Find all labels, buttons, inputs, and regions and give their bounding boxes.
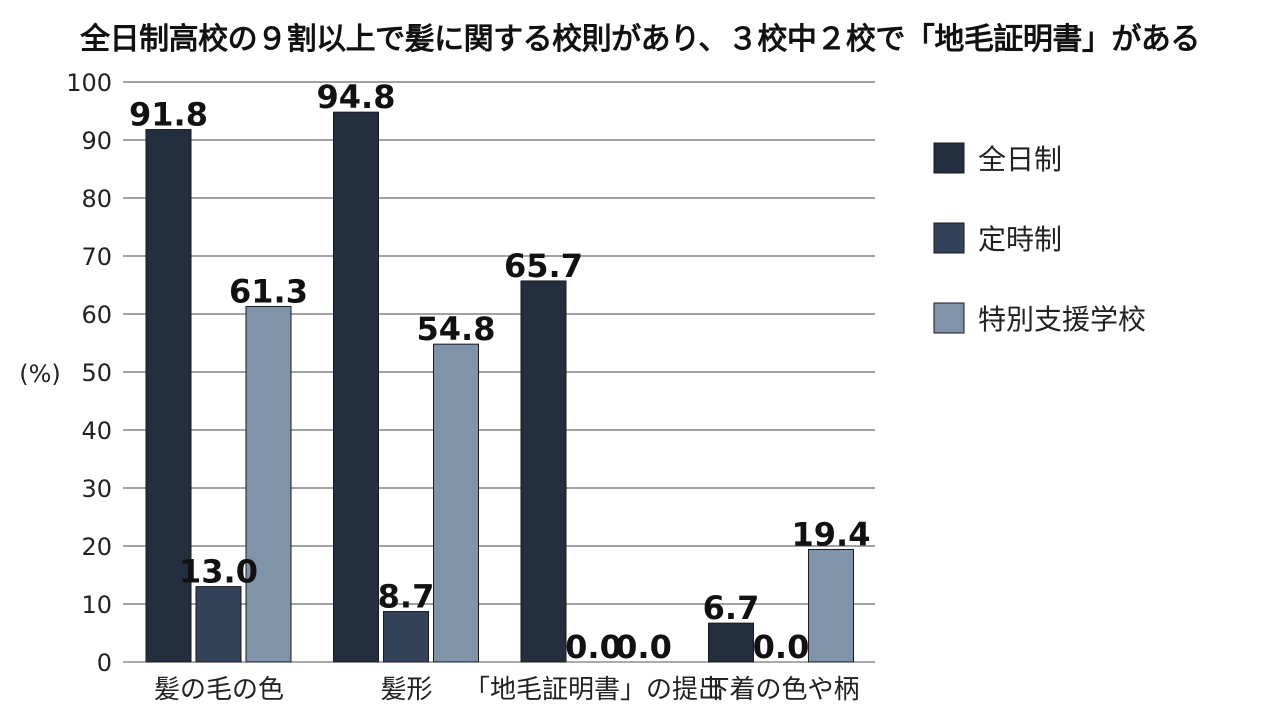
bar [808,548,854,663]
y-axis: 0 10 20 30 40 50 60 70 80 90 100 [66,69,112,677]
y-tick-label: 40 [81,417,112,445]
data-label: 0.0 [615,628,672,666]
data-label: 0.0 [565,628,622,666]
data-label: 0.0 [753,628,810,666]
x-category-label: 下着の色や柄 [703,675,859,705]
y-tick-label: 20 [81,533,112,561]
legend-swatch [933,302,965,334]
y-tick-label: 80 [81,185,112,213]
y-tick-label: 50 [81,359,112,387]
data-label: 54.8 [417,310,496,348]
legend-label: 特別支援学校 [978,303,1146,336]
bar [383,611,429,663]
data-label: 8.7 [378,578,435,616]
data-label: 94.8 [317,78,396,116]
y-tick-label: 90 [81,127,112,155]
bar [520,280,567,663]
x-category-label: 髪の毛の色 [154,675,284,705]
chart-title: 全日制高校の９割以上で髪に関する校則があり、３校中２校で「地毛証明書」がある [80,22,1200,57]
y-tick-label: 10 [81,591,112,619]
x-category-label: 髪形 [380,675,432,705]
data-label: 13.0 [179,553,258,591]
bar [195,586,242,663]
data-label: 6.7 [703,589,760,627]
y-tick-label: 100 [66,69,112,97]
bar [333,111,379,663]
y-tick-label: 70 [81,243,112,271]
data-label: 19.4 [792,515,871,553]
data-label: 65.7 [504,247,583,285]
data-label: 91.8 [129,96,208,134]
legend-label: 定時制 [978,223,1062,256]
bar [433,343,479,663]
y-tick-label: 30 [81,475,112,503]
y-tick-label: 0 [97,649,112,677]
bars [145,111,854,663]
bar [245,305,292,663]
data-labels: 91.8 94.865.76.713.08.70.0 0.061.354.80.01… [129,78,870,666]
y-axis-label: (%) [19,360,61,388]
legend-label: 全日制 [978,143,1062,176]
bar [145,129,192,663]
bar [708,622,754,663]
legend-swatch [933,222,965,254]
data-label: 61.3 [229,272,308,310]
y-tick-label: 60 [81,301,112,329]
x-category-label: 「地毛証明書」の提出 [464,675,724,705]
legend-swatch [933,142,965,174]
